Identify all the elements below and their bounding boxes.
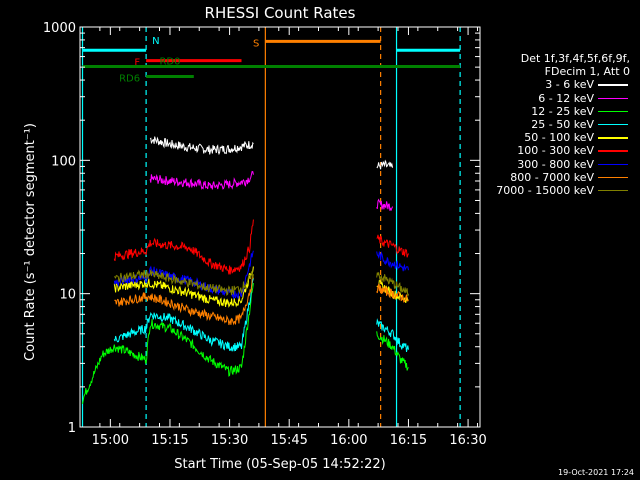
legend-entry: 7000 - 15000 keV — [482, 184, 636, 197]
legend-swatch — [598, 123, 628, 126]
legend-swatch — [598, 84, 628, 86]
x-tick-label: 16:15 — [390, 433, 427, 448]
x-axis-label: Start Time (05-Sep-05 14:52:22) — [174, 457, 385, 472]
x-tick-label: 16:00 — [330, 433, 367, 448]
legend: Det 1f,3f,4f,5f,6f,9f, FDecim 1, Att 0 3… — [482, 52, 636, 197]
legend-swatch — [598, 150, 628, 152]
series-line — [82, 283, 254, 405]
y-tick-label: 10 — [59, 288, 76, 303]
y-tick-label: 100 — [51, 154, 76, 169]
legend-label: 100 - 300 keV — [517, 144, 594, 158]
legend-label: 25 - 50 keV — [531, 117, 594, 131]
x-tick-label: 16:30 — [449, 433, 486, 448]
x-tick-label: 15:30 — [211, 433, 248, 448]
legend-entry: 300 - 800 keV — [482, 158, 636, 171]
chart-title: RHESSI Count Rates — [205, 4, 356, 22]
flag-label: N — [152, 36, 159, 47]
legend-label: 6 - 12 keV — [538, 91, 594, 105]
legend-label: 50 - 100 keV — [524, 131, 594, 145]
series-line — [113, 219, 254, 275]
legend-label: 3 - 6 keV — [545, 78, 594, 92]
legend-label: 800 - 7000 keV — [510, 170, 594, 184]
flag-label: RD0 — [159, 57, 180, 68]
series-line — [376, 250, 409, 272]
series-line — [113, 266, 254, 308]
series-line — [376, 159, 394, 170]
legend-entry: 800 - 7000 keV — [482, 171, 636, 184]
series-line — [376, 198, 394, 212]
flag-label: S — [253, 38, 259, 49]
y-tick-label: 1 — [68, 421, 76, 436]
legend-label: 300 - 800 keV — [517, 157, 594, 171]
legend-entry: 6 - 12 keV — [482, 92, 636, 105]
series-line — [113, 278, 254, 352]
x-tick-label: 15:00 — [92, 433, 129, 448]
x-tick-label: 15:15 — [151, 433, 188, 448]
x-tick-label: 15:45 — [270, 433, 307, 448]
legend-entry: 25 - 50 keV — [482, 118, 636, 131]
legend-label: 7000 - 15000 keV — [496, 183, 594, 197]
y-tick-label: 1000 — [43, 21, 76, 36]
legend-entry: 3 - 6 keV — [482, 78, 636, 91]
legend-swatch — [598, 110, 628, 113]
legend-title-line: FDecim 1, Att 0 — [544, 65, 630, 79]
series-line — [376, 331, 409, 371]
y-axis-label: Count Rate (s⁻¹ detector segment⁻¹) — [23, 123, 38, 361]
series-line — [376, 234, 409, 258]
legend-swatch — [598, 163, 628, 166]
series-line — [376, 283, 409, 303]
series-line — [149, 170, 254, 190]
legend-title-line: Det 1f,3f,4f,5f,6f,9f, — [520, 52, 630, 65]
flag-label: RD6 — [119, 74, 140, 85]
timestamp-footer: 19-Oct-2021 17:24 — [558, 468, 634, 477]
legend-swatch — [598, 189, 628, 192]
legend-entry: 50 - 100 keV — [482, 131, 636, 144]
plot-frame — [79, 26, 481, 428]
legend-swatch — [598, 97, 628, 100]
series-line — [114, 275, 254, 326]
legend-entry: 12 - 25 keV — [482, 105, 636, 118]
legend-entry: 100 - 300 keV — [482, 144, 636, 157]
legend-swatch — [598, 176, 628, 179]
legend-label: 12 - 25 keV — [531, 104, 594, 118]
series-line — [113, 269, 254, 296]
legend-swatch — [598, 137, 628, 139]
series-line — [376, 318, 409, 352]
series-line — [376, 272, 409, 297]
flag-label: F — [134, 58, 140, 69]
series-line — [149, 136, 254, 156]
